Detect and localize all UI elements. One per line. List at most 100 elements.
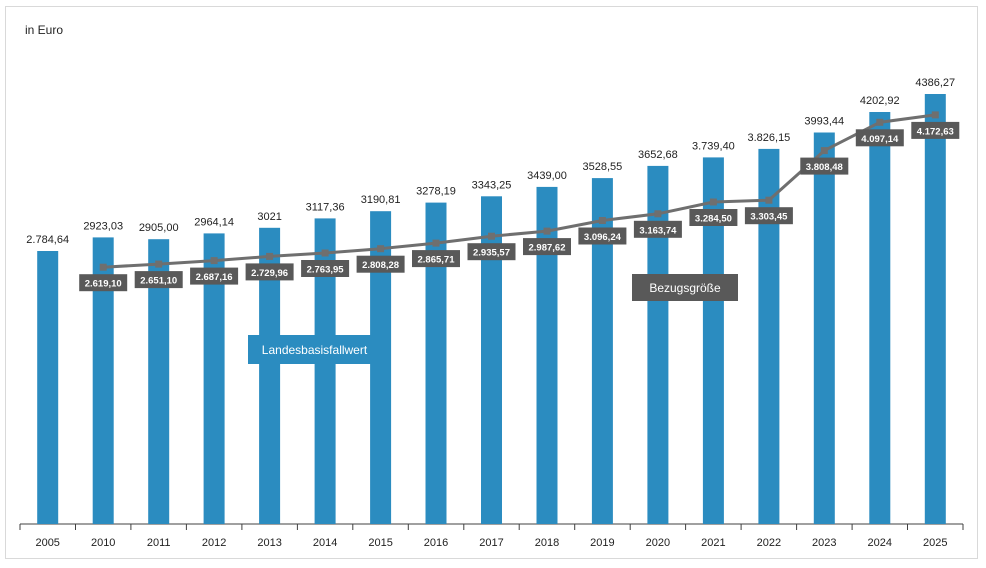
bar-label-2013: 3021	[257, 211, 281, 223]
x-tick-label-2015: 2015	[368, 537, 392, 549]
line-marker-2019	[598, 217, 606, 224]
bar-2024	[869, 112, 891, 524]
line-marker-2024	[876, 118, 884, 126]
bar-label-group: 2.784,64 2923,03 2905,00 2964,14 3021 3117,36…	[26, 77, 955, 246]
series-tag-bezugsgroesse-text: Bezugsgröße	[649, 281, 721, 295]
line-label-box-2016	[412, 250, 460, 268]
bar-label-2019: 3528,55	[583, 161, 623, 173]
x-tick-label-2025: 2025	[923, 537, 947, 549]
line-label-2016: 2.865,71	[418, 255, 456, 266]
line-marker-2014	[321, 249, 329, 257]
line-path-bezugsgroesse	[103, 113, 936, 269]
line-label-2010: 2.619,10	[85, 279, 122, 290]
series-tag-bezugsgroesse: Bezugsgröße	[632, 274, 738, 301]
bar-label-2016: 3278,19	[416, 186, 456, 198]
bar-label-2012: 2964,14	[194, 216, 234, 228]
line-label-box-2021	[689, 209, 738, 226]
line-label-2020: 3.163,74	[639, 225, 677, 236]
series-tag-landesbasisfallwert: Landesbasisfallwert	[248, 335, 381, 364]
series-tag-group: Landesbasisfallwert Bezugsgröße	[248, 274, 738, 364]
line-marker-2013	[266, 252, 274, 260]
x-tick-label-2011: 2011	[147, 537, 171, 549]
bar-label-2014: 3117,36	[306, 201, 345, 213]
x-tick-label-2024: 2024	[868, 537, 892, 549]
line-label-2023: 3.808,48	[806, 162, 843, 173]
line-label-group: 2.619,10 2.651,10 2.687,16 2.729,96 2.763,95…	[79, 121, 960, 292]
line-marker-2021	[709, 198, 717, 206]
x-tick-label-2022: 2022	[757, 537, 781, 549]
x-tick-label-2013: 2013	[257, 537, 281, 549]
line-label-box-2013	[245, 263, 294, 281]
bar-label-2017: 3343,25	[472, 179, 512, 191]
bar-2020	[647, 165, 669, 524]
bar-label-2010: 2923,03	[83, 220, 123, 232]
bar-label-2023: 3993,44	[804, 116, 844, 128]
line-marker-2016	[432, 239, 440, 247]
line-label-box-2018	[523, 238, 571, 256]
bar-label-2005: 2.784,64	[26, 234, 69, 246]
bar-2005	[37, 251, 59, 524]
line-label-2011: 2.651,10	[140, 276, 177, 287]
line-series	[99, 111, 939, 271]
line-marker-2023	[820, 147, 828, 155]
bar-2023	[813, 132, 835, 524]
bar-label-2015: 3190,81	[361, 194, 401, 206]
line-label-box-2014	[301, 260, 350, 277]
bar-2012	[203, 233, 225, 524]
line-label-2017: 2.935,57	[473, 248, 510, 259]
bar-label-2024: 4202,92	[860, 95, 900, 107]
x-tick-label-2023: 2023	[812, 537, 836, 549]
bar-2011	[148, 239, 170, 524]
line-label-2019: 3.096,24	[584, 232, 622, 243]
line-label-box-2022	[744, 207, 793, 225]
bar-2019	[591, 178, 613, 524]
bar-2013	[259, 227, 281, 525]
line-marker-2010	[99, 263, 107, 271]
bar-label-2021: 3.739,40	[692, 140, 735, 152]
bar-2016	[425, 202, 447, 524]
line-marker-2015	[377, 245, 385, 253]
bar-2018	[536, 186, 558, 524]
line-label-box-2020	[633, 220, 682, 238]
line-label-box-2019	[578, 227, 627, 245]
x-tick-label-2012: 2012	[202, 537, 226, 549]
bar-2014	[314, 218, 336, 524]
line-marker-2020	[654, 210, 662, 218]
bar-2021	[702, 157, 724, 524]
x-tick-label-2005: 2005	[35, 537, 59, 549]
unit-label: in Euro	[25, 23, 64, 37]
x-tick-label-2017: 2017	[479, 537, 503, 549]
line-marker-2011	[155, 260, 163, 268]
x-tick-label-2020: 2020	[646, 537, 670, 549]
bar-2022	[758, 148, 780, 524]
bar-label-2025: 4386,27	[915, 77, 955, 89]
bar-label-2018: 3439,00	[527, 170, 567, 182]
x-tick-label-2010: 2010	[91, 537, 115, 549]
line-label-2018: 2.987,62	[529, 243, 566, 254]
series-tag-landesbasisfallwert-text: Landesbasisfallwert	[262, 343, 368, 357]
bar-label-2022: 3.826,15	[747, 132, 790, 144]
line-label-2024: 4.097,14	[861, 134, 899, 145]
line-label-box-2024	[855, 129, 904, 147]
line-marker-2022	[765, 196, 773, 204]
line-label-box-2012	[190, 267, 239, 285]
line-marker-2018	[543, 227, 551, 235]
bar-series	[37, 94, 946, 525]
bar-2010	[92, 237, 114, 524]
line-label-box-2023	[800, 157, 849, 175]
line-label-2022: 3.303,45	[750, 212, 788, 223]
line-label-2015: 2.808,28	[362, 260, 399, 271]
line-label-2021: 3.284,50	[695, 214, 732, 225]
x-tick-group: 2005 2010 2011 2012 2013 2014 2015 2016 2017 2018…	[19, 524, 964, 549]
x-tick-label-2018: 2018	[535, 537, 559, 549]
bar-label-2011: 2905,00	[139, 222, 179, 234]
x-tick-label-2014: 2014	[313, 537, 337, 549]
line-label-2025: 4.172,63	[917, 126, 954, 137]
line-label-2014: 2.763,95	[307, 265, 345, 276]
line-label-box-2011	[134, 271, 183, 289]
x-tick-label-2021: 2021	[701, 537, 725, 549]
line-marker-2012	[210, 257, 218, 265]
line-label-box-2025	[911, 121, 960, 139]
line-label-2012: 2.687,16	[196, 272, 233, 283]
